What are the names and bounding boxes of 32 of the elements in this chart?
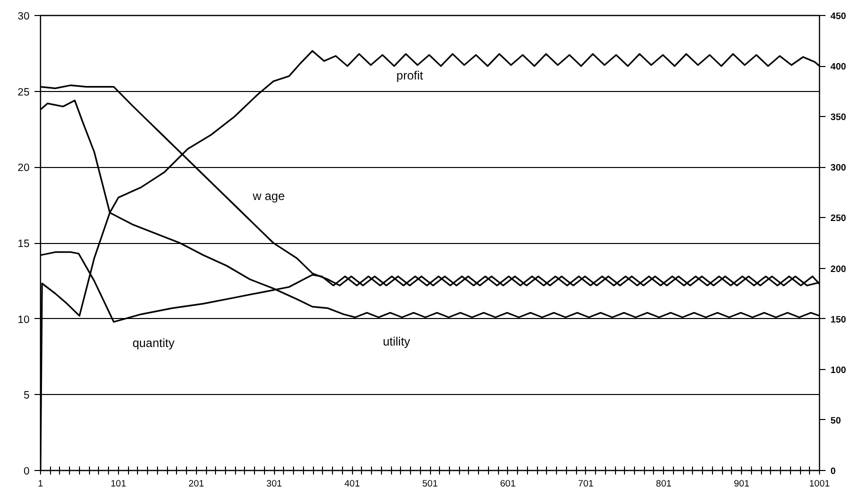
x-tick-label: 401 (344, 478, 360, 488)
annotation: utility (382, 334, 410, 349)
x-tick-label: 601 (500, 478, 516, 488)
x-tick-label: 901 (734, 478, 750, 488)
annotation: w age (252, 189, 286, 204)
y2-tick-label: 300 (830, 162, 846, 173)
y-tick-label: 10 (18, 314, 30, 326)
x-tick-label: 701 (578, 478, 594, 488)
y-tick-label: 15 (18, 238, 30, 250)
y2-tick-label: 250 (830, 213, 846, 224)
x-tick-label: 801 (656, 478, 672, 488)
y-tick-label: 20 (18, 162, 30, 174)
annotation: quantity (132, 336, 174, 350)
y-tick-label: 0 (24, 466, 30, 478)
y2-tick-label: 150 (830, 314, 846, 324)
y2-tick-label: 50 (830, 415, 841, 426)
y2-tick-label: 400 (830, 62, 846, 72)
x-tick-label: 201 (188, 478, 204, 488)
x-tick-label: 101 (110, 478, 126, 488)
y-tick-label: 25 (18, 86, 30, 98)
x-tick-label: 1 (38, 478, 44, 488)
y2-tick-label: 100 (830, 364, 846, 375)
x-tick-label: 501 (422, 478, 438, 488)
x-tick-label: 301 (266, 478, 282, 488)
annotation: profit (396, 68, 424, 83)
y2-tick-label: 200 (830, 264, 846, 274)
y2-tick-label: 0 (830, 466, 836, 476)
y2-tick-label: 450 (830, 11, 846, 21)
y-tick-label: 5 (24, 390, 30, 402)
y2-tick-label: 350 (830, 112, 846, 122)
x-tick-label: 1001 (809, 478, 830, 488)
y-tick-label: 30 (18, 10, 30, 22)
